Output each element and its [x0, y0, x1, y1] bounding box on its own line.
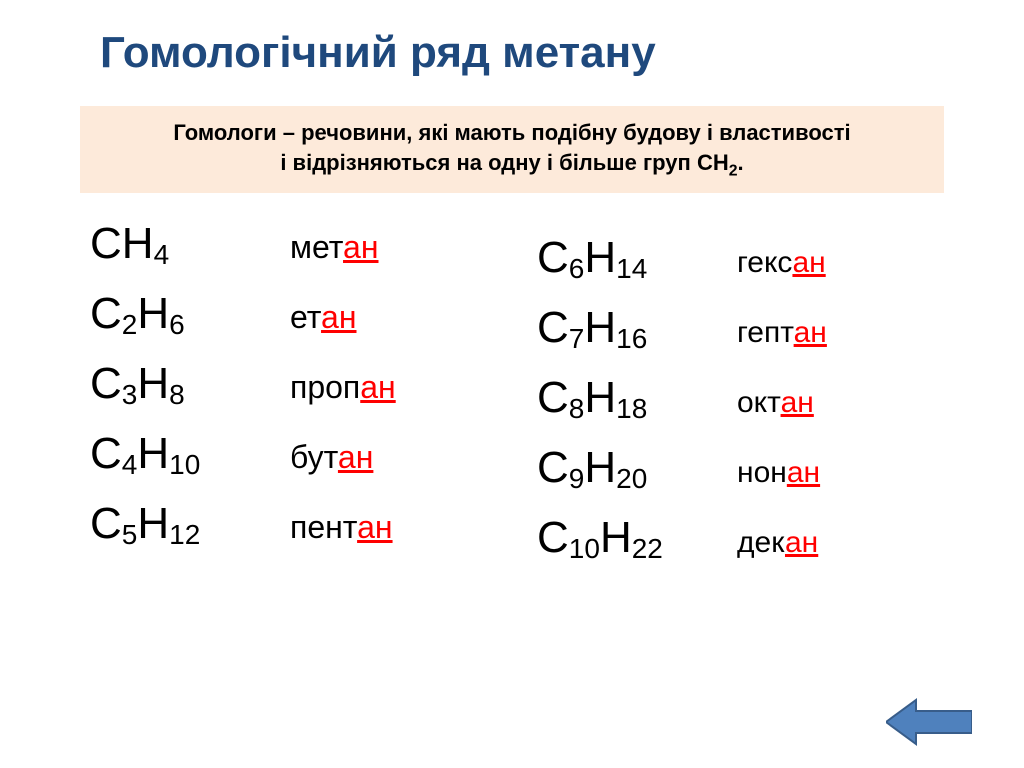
- name-root: нон: [737, 456, 787, 489]
- homolog-row: С2Н6етан: [90, 289, 487, 339]
- formula: С3Н8: [90, 359, 290, 409]
- homolog-row: С6Н14гексан: [537, 233, 934, 283]
- definition-formula-main: СН: [697, 150, 729, 175]
- definition-line2-before: і відрізняються на одну і більше груп: [280, 150, 697, 175]
- name-root: мет: [290, 229, 343, 265]
- homolog-row: С8Н18октан: [537, 373, 934, 423]
- arrow-left-icon: [886, 700, 972, 744]
- compound-name: метан: [290, 229, 379, 266]
- formula: С7Н16: [537, 303, 737, 353]
- name-root: окт: [737, 386, 781, 419]
- formula: С8Н18: [537, 373, 737, 423]
- page-title: Гомологічний ряд метану: [100, 28, 964, 78]
- name-suffix: ан: [338, 439, 373, 475]
- name-root: ет: [290, 299, 321, 335]
- compound-name: пропан: [290, 369, 396, 406]
- name-suffix: ан: [794, 316, 827, 349]
- homolog-row: С9Н20нонан: [537, 443, 934, 493]
- name-root: гепт: [737, 316, 794, 349]
- homolog-row: С5Н12пентан: [90, 499, 487, 549]
- slide: Гомологічний ряд метану Гомологи – речов…: [0, 0, 1024, 768]
- formula: С6Н14: [537, 233, 737, 283]
- name-suffix: ан: [781, 386, 814, 419]
- formula: С2Н6: [90, 289, 290, 339]
- homolog-row: С4Н10бутан: [90, 429, 487, 479]
- name-root: дек: [737, 526, 785, 559]
- name-root: бут: [290, 439, 338, 475]
- compound-name: бутан: [290, 439, 373, 476]
- definition-box: Гомологи – речовини, які мають подібну б…: [80, 106, 944, 193]
- homolog-row: С10Н22декан: [537, 513, 934, 563]
- compound-name: гексан: [737, 246, 826, 280]
- compound-name: пентан: [290, 509, 393, 546]
- name-suffix: ан: [785, 526, 818, 559]
- compound-name: декан: [737, 526, 818, 560]
- formula: С4Н10: [90, 429, 290, 479]
- name-suffix: ан: [792, 246, 825, 279]
- name-root: проп: [290, 369, 360, 405]
- definition-line2-after: .: [738, 150, 744, 175]
- homolog-columns: СН4метанС2Н6етанС3Н8пропанС4Н10бутанС5Н1…: [60, 219, 964, 583]
- compound-name: нонан: [737, 456, 820, 490]
- name-suffix: ан: [787, 456, 820, 489]
- homolog-row: СН4метан: [90, 219, 487, 269]
- formula: С9Н20: [537, 443, 737, 493]
- name-suffix: ан: [321, 299, 356, 335]
- homolog-row: С7Н16гептан: [537, 303, 934, 353]
- definition-formula-sub: 2: [729, 162, 738, 179]
- definition-line1-prefix: Гомологи –: [173, 120, 301, 145]
- name-suffix: ан: [357, 509, 392, 545]
- homolog-row: С3Н8пропан: [90, 359, 487, 409]
- name-suffix: ан: [360, 369, 395, 405]
- name-root: пент: [290, 509, 357, 545]
- definition-line1-rest: речовини, які мають подібну будову і вла…: [301, 120, 851, 145]
- name-root: гекс: [737, 246, 792, 279]
- name-suffix: ан: [343, 229, 378, 265]
- compound-name: гептан: [737, 316, 827, 350]
- right-column: С6Н14гексанС7Н16гептанС8Н18октанС9Н20нон…: [537, 233, 934, 583]
- formula: С10Н22: [537, 513, 737, 563]
- formula: С5Н12: [90, 499, 290, 549]
- formula: СН4: [90, 219, 290, 269]
- back-arrow[interactable]: [886, 698, 972, 746]
- left-column: СН4метанС2Н6етанС3Н8пропанС4Н10бутанС5Н1…: [90, 219, 487, 583]
- compound-name: етан: [290, 299, 357, 336]
- compound-name: октан: [737, 386, 814, 420]
